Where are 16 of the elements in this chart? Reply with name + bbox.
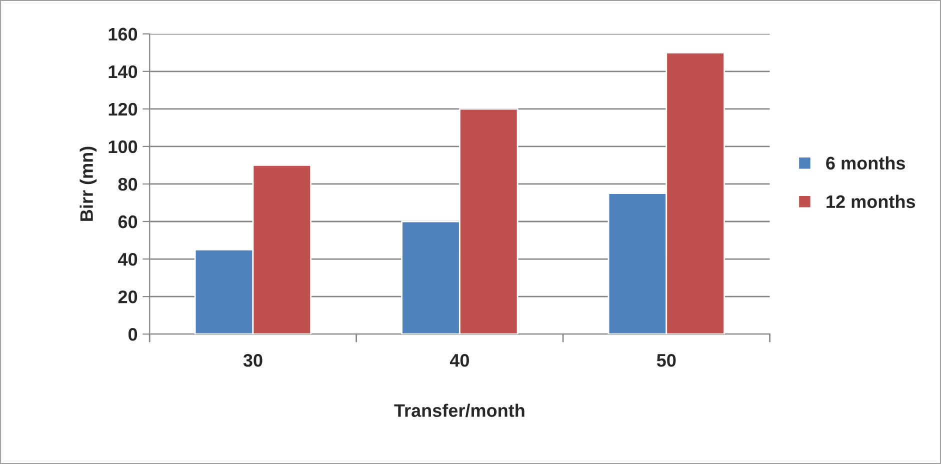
y-tick-label: 40 [118, 252, 138, 266]
y-tick-label: 80 [118, 178, 138, 191]
y-tick-label: 160 [108, 28, 138, 41]
y-tick-label: 100 [108, 140, 138, 154]
x-axis-title: Transfer/month [394, 404, 524, 418]
x-tick-label: 50 [656, 354, 676, 367]
x-tick-label: 30 [243, 354, 262, 367]
legend-label: 12 months [826, 194, 916, 208]
y-tick-label: 0 [128, 328, 138, 341]
x-tick-label: 40 [450, 354, 469, 367]
y-tick-label: 140 [108, 65, 138, 78]
y-tick-label: 20 [118, 290, 138, 304]
y-tick-label: 60 [118, 215, 138, 228]
y-tick-label: 120 [108, 102, 138, 116]
legend-label: 6 months [826, 156, 905, 170]
y-axis-title: Birr (mn) [80, 146, 97, 221]
